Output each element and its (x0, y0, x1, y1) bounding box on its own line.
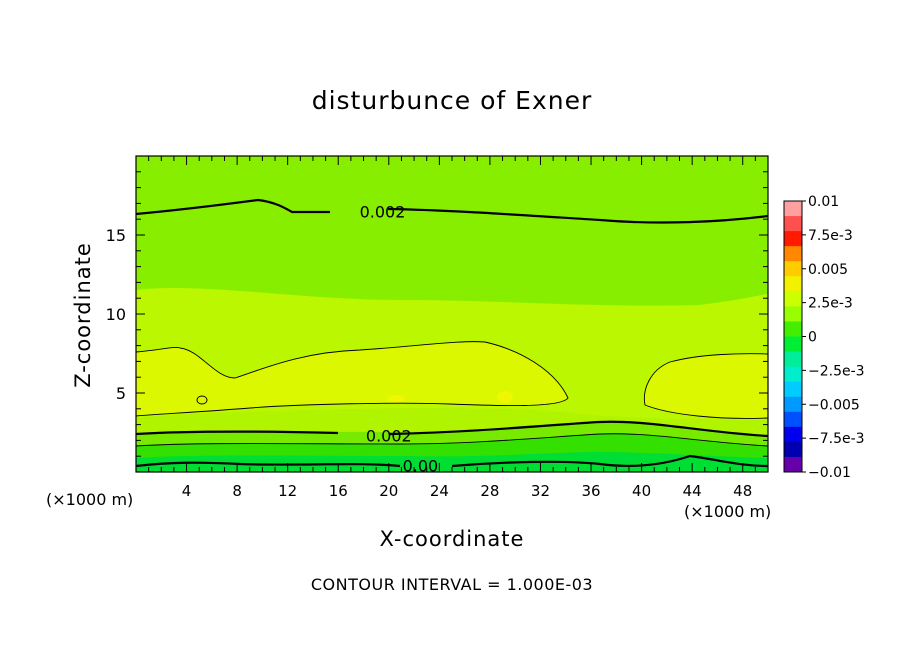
x-tick-label: 24 (430, 482, 449, 500)
x-axis-ticks: 4 8 12 16 20 24 28 32 36 40 44 48 (148, 156, 756, 500)
colorbar-swatch (784, 231, 802, 247)
x-axis-label: X-coordinate (379, 527, 525, 551)
colorbar-swatch (784, 396, 802, 413)
x-tick-label: 36 (581, 482, 600, 500)
x-unit-left: (×1000 m) (46, 490, 134, 509)
x-tick-label: 44 (683, 482, 702, 500)
colorbar-label: 2.5e-3 (808, 296, 853, 312)
contour-interval-note: CONTOUR INTERVAL = 1.000E-03 (310, 575, 594, 594)
colorbar-label: 0.005 (808, 262, 848, 278)
colorbar: 0.01 7.5e-3 0.005 2.5e-3 0 −2.5e-3 −0.005 −7.5e… (783, 194, 865, 481)
colorbar-swatch (784, 411, 802, 428)
colorbar-swatch (784, 306, 802, 322)
x-tick-label: 16 (329, 482, 348, 500)
contour-label: 0.00 (403, 457, 439, 476)
colorbar-swatch (784, 321, 802, 337)
colorbar-swatch (784, 216, 802, 232)
contour-label: 0.002 (360, 202, 406, 221)
colorbar-swatch (784, 441, 802, 458)
x-tick-label: 20 (379, 482, 398, 500)
colorbar-swatch (784, 366, 802, 383)
colorbar-swatch (784, 261, 802, 277)
colorbar-swatch (784, 291, 802, 307)
x-tick-label: 8 (232, 482, 242, 500)
colorbar-swatch (784, 276, 802, 292)
colorbar-swatch (784, 246, 802, 262)
contour-label: 0.002 (366, 427, 412, 446)
contour-labels: 0.002 0.002 0.00 (360, 202, 439, 475)
y-tick-label: 5 (116, 384, 126, 403)
x-tick-label: 4 (182, 482, 192, 500)
y-axis-ticks: 5 10 15 (106, 171, 768, 457)
contour-fill (136, 156, 768, 472)
y-tick-label: 15 (106, 226, 126, 245)
x-tick-label: 12 (278, 482, 297, 500)
colorbar-swatch (784, 381, 802, 398)
colorbar-label: −2.5e-3 (808, 363, 865, 379)
x-tick-label: 28 (480, 482, 499, 500)
x-tick-label: 40 (632, 482, 651, 500)
y-axis-label: Z-coordinate (71, 242, 95, 388)
colorbar-label: −0.005 (808, 397, 860, 413)
colorbar-label: 7.5e-3 (808, 228, 853, 244)
colorbar-label: 0 (808, 330, 817, 346)
x-tick-label: 32 (531, 482, 550, 500)
x-tick-label: 48 (733, 482, 752, 500)
colorbar-swatch (784, 426, 802, 443)
colorbar-swatch (784, 201, 802, 217)
colorbar-swatch (784, 456, 802, 473)
y-tick-label: 10 (106, 305, 126, 324)
colorbar-swatch (784, 351, 802, 368)
x-unit-right: (×1000 m) (684, 502, 772, 521)
colorbar-swatch (784, 336, 802, 353)
colorbar-label: −7.5e-3 (808, 431, 865, 447)
colorbar-label: 0.01 (808, 194, 839, 210)
chart-title: disturbunce of Exner (311, 86, 593, 115)
colorbar-label: −0.01 (808, 465, 851, 481)
